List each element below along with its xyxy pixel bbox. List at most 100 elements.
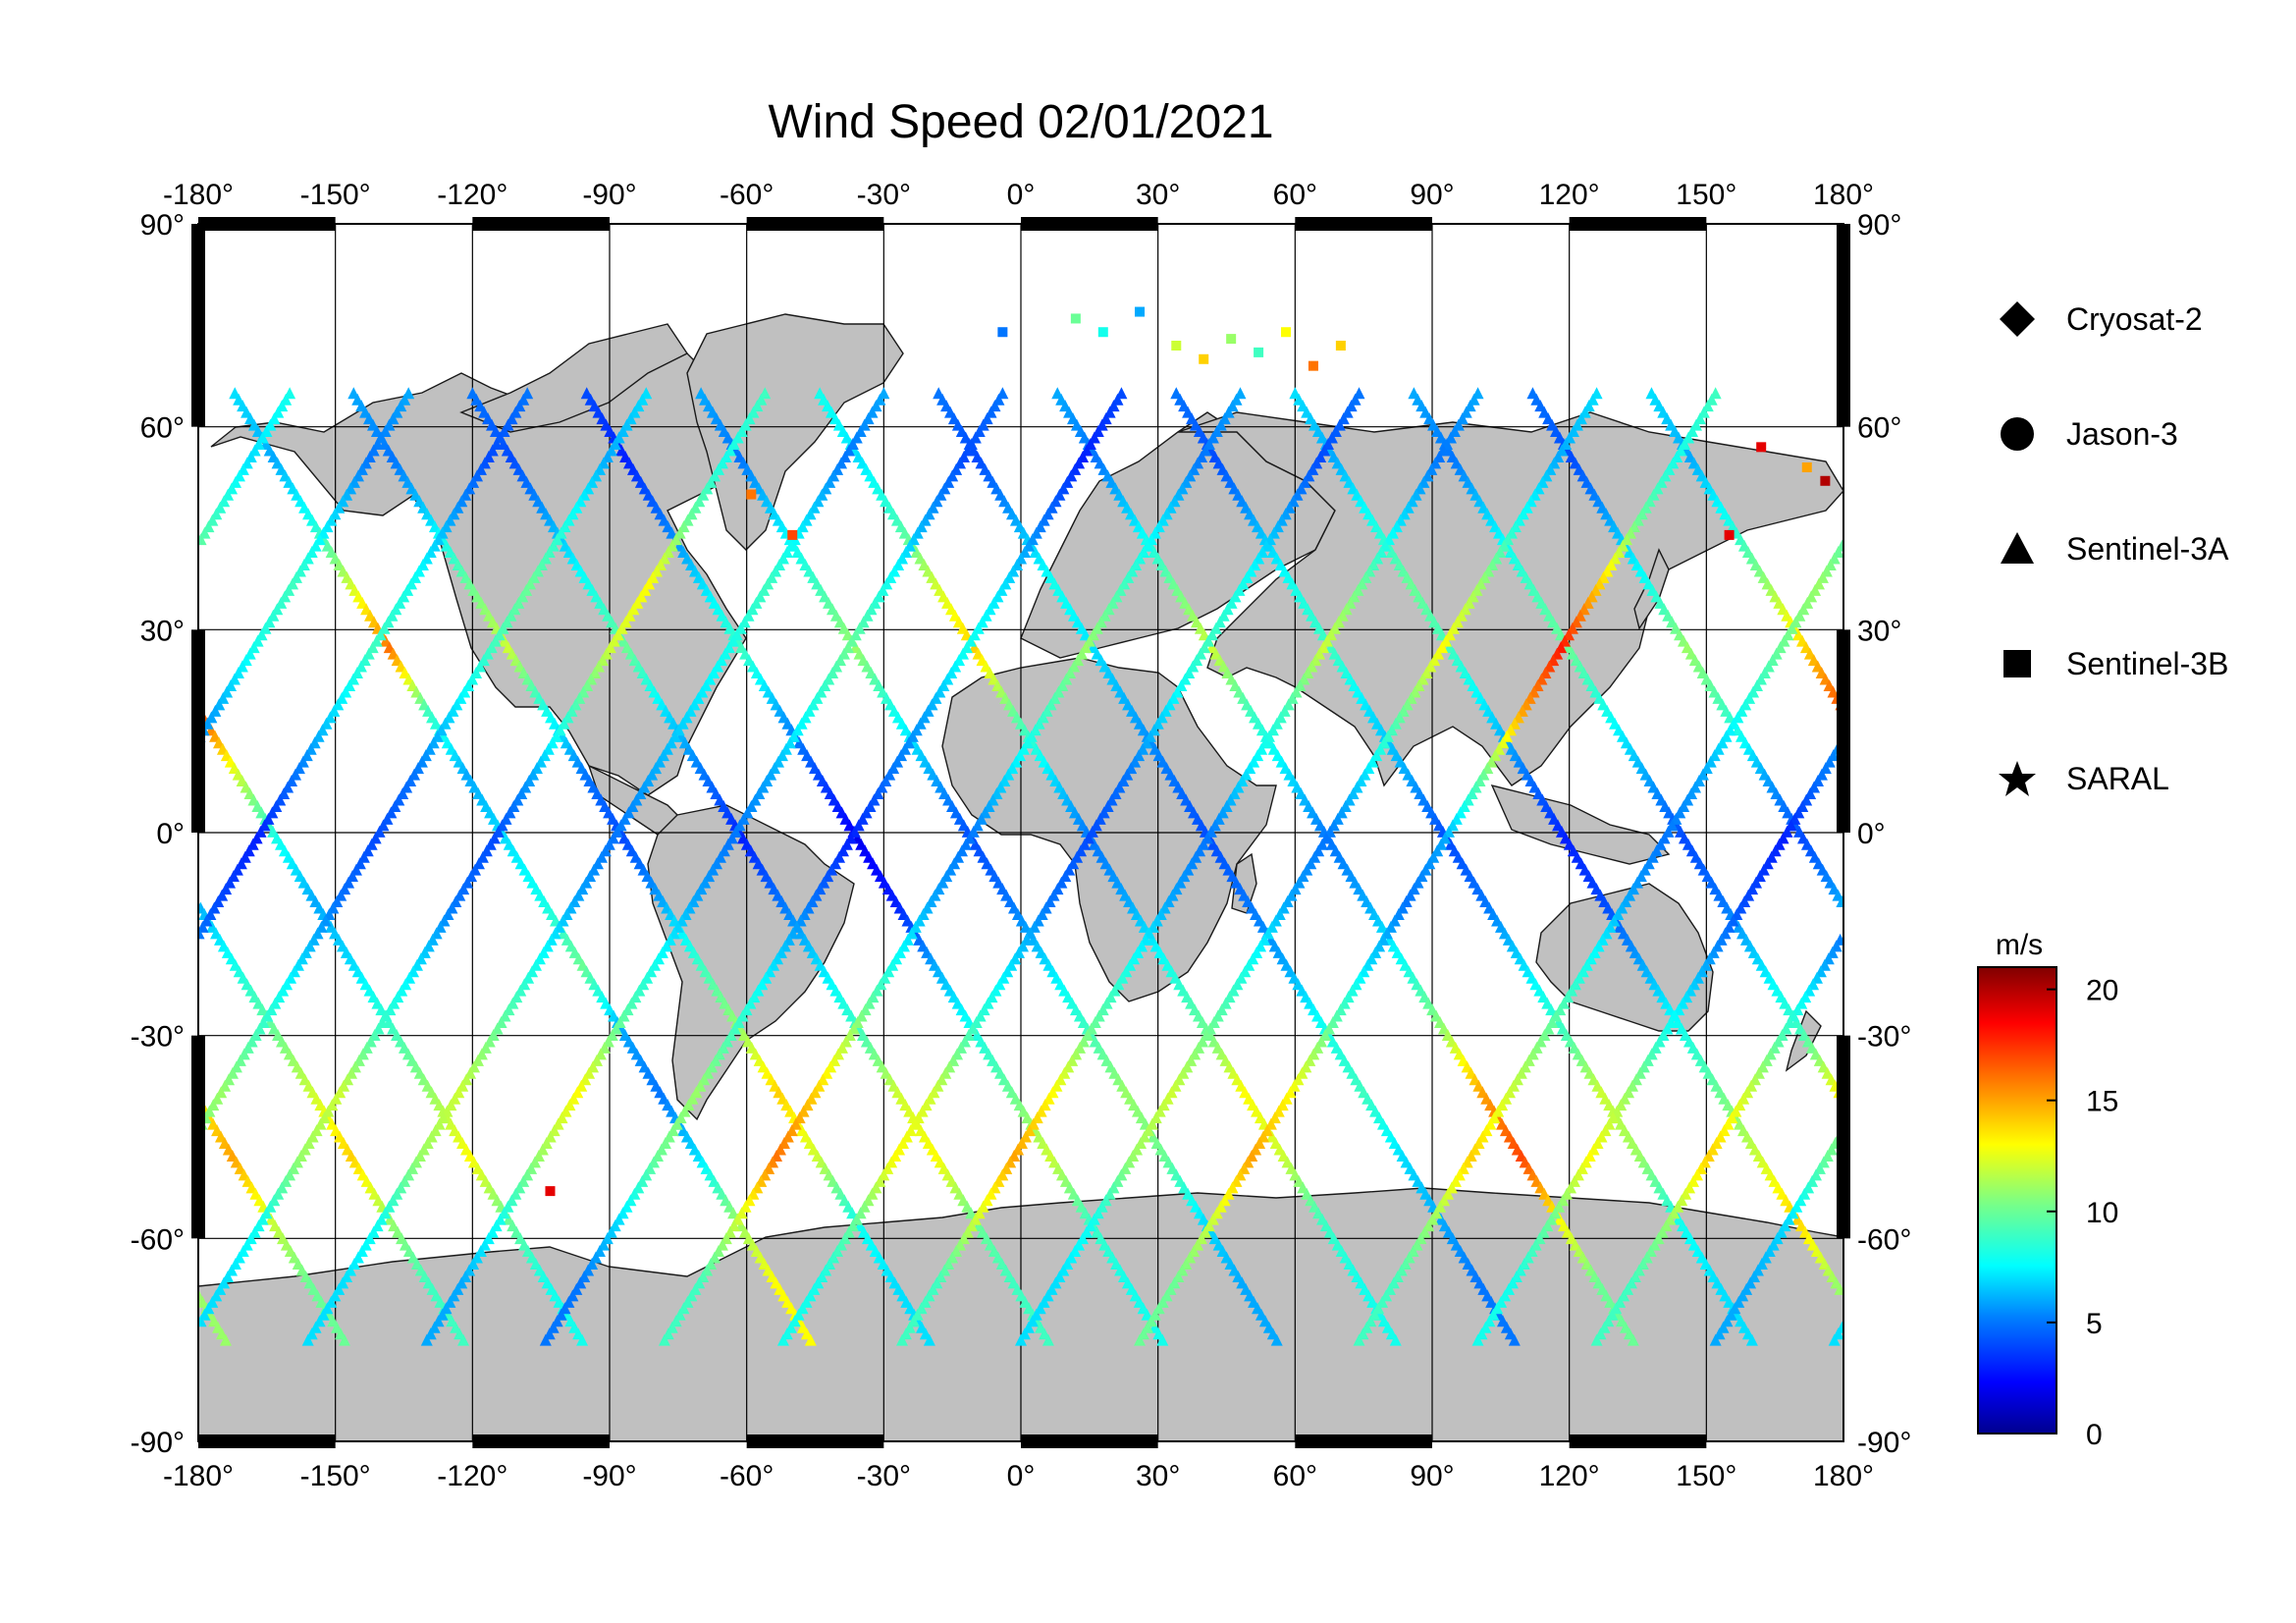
longitude-label: -90° xyxy=(582,1460,636,1492)
sentinel-3a-point xyxy=(923,1333,935,1346)
sentinel-3b-point xyxy=(1801,462,1812,472)
map-frame-bars xyxy=(191,217,1850,1448)
latitude-label: 30° xyxy=(140,615,185,647)
sentinel-3b-point xyxy=(1070,313,1081,324)
frame-bar-top xyxy=(1021,217,1158,231)
colorbar: m/s 20 15 10 5 0 xyxy=(1977,929,2118,1451)
sentinel-3b-point xyxy=(1724,529,1735,540)
sentinel-3a-point xyxy=(1590,1333,1603,1346)
sentinel-3a-point xyxy=(198,920,209,933)
legend-label: Sentinel-3A xyxy=(2066,531,2229,567)
legend-item-sentinel-3b: Sentinel-3B xyxy=(1998,644,2272,703)
longitude-label: 30° xyxy=(1136,179,1180,211)
latitude-label: 0° xyxy=(1857,818,1886,850)
sentinel-3b-point xyxy=(1199,353,1209,364)
sentinel-3a-point xyxy=(338,1333,350,1346)
longitude-label: 90° xyxy=(1410,1460,1454,1492)
colorbar-tick-label: 0 xyxy=(2086,1419,2103,1451)
colorbar-tick-label: 20 xyxy=(2086,975,2118,1007)
legend-label: Sentinel-3B xyxy=(2066,646,2229,681)
sentinel-3a-point xyxy=(1709,1333,1722,1346)
latitude-label: -60° xyxy=(1857,1223,1911,1256)
longitude-label: -60° xyxy=(720,1460,774,1492)
southeast-asia-islands xyxy=(1490,784,1671,865)
longitude-label: 90° xyxy=(1410,179,1454,211)
longitude-label: -30° xyxy=(857,179,911,211)
sentinel-3a-point xyxy=(198,533,207,546)
frame-bar-right xyxy=(1837,629,1850,833)
legend-item-jason-3: Jason-3 xyxy=(1998,414,2272,473)
star-icon xyxy=(1999,761,2036,796)
sentinel-3a-point xyxy=(1471,1333,1484,1346)
sentinel-3a-point xyxy=(1353,1333,1365,1346)
madagascar-landmass xyxy=(1231,852,1257,914)
legend-label: SARAL xyxy=(2066,761,2169,796)
latitude-label: 60° xyxy=(1857,412,1901,445)
sentinel-3a-point xyxy=(1627,1333,1639,1346)
sentinel-3a-point xyxy=(895,1333,908,1346)
longitude-label: 150° xyxy=(1676,1460,1736,1492)
longitude-labels-bottom: -180° -150° -120° -90° -60° -30° 0° 30° 60° 90° 12… xyxy=(163,1460,1874,1492)
sentinel-3b-point xyxy=(1308,360,1318,371)
sentinel-3a-point xyxy=(804,1333,817,1346)
frame-bar-bottom xyxy=(1295,1434,1432,1448)
sentinel-3a-point xyxy=(776,1333,789,1346)
frame-bar-top xyxy=(1569,217,1707,231)
longitude-label: 120° xyxy=(1539,179,1600,211)
frame-bar-bottom xyxy=(1569,1434,1707,1448)
longitude-label: -180° xyxy=(163,179,234,211)
longitude-label: 180° xyxy=(1813,179,1874,211)
longitude-label: -60° xyxy=(720,179,774,211)
longitude-label: -30° xyxy=(857,1460,911,1492)
frame-bar-bottom xyxy=(1021,1434,1158,1448)
frame-bar-left xyxy=(191,629,205,833)
legend-item-sentinel-3a: Sentinel-3A xyxy=(1998,529,2272,588)
frame-bar-bottom xyxy=(198,1434,336,1448)
diamond-icon xyxy=(2000,301,2035,337)
longitude-label: 180° xyxy=(1813,1460,1874,1492)
colorbar-tick-label: 5 xyxy=(2086,1308,2103,1340)
longitude-label: 60° xyxy=(1273,1460,1317,1492)
sentinel-3a-point xyxy=(301,1333,314,1346)
sentinel-3b-point xyxy=(1254,347,1264,357)
latitude-label: 0° xyxy=(156,818,185,850)
australia-landmass xyxy=(1535,883,1714,1032)
sentinel-3a-point xyxy=(658,1333,670,1346)
frame-bar-bottom xyxy=(472,1434,610,1448)
frame-bar-left xyxy=(191,1035,205,1239)
sentinel-3a-point xyxy=(1836,895,1843,908)
colorbar-ticks: 20 15 10 5 0 xyxy=(2047,975,2118,1451)
frame-bar-bottom xyxy=(746,1434,884,1448)
longitude-label: -180° xyxy=(163,1460,234,1492)
latitude-label: -90° xyxy=(131,1427,185,1459)
sentinel-3b-point xyxy=(1281,327,1292,338)
sentinel-3b-point xyxy=(1097,327,1108,338)
sentinel-3a-point xyxy=(1270,1333,1283,1346)
longitude-labels-top: -180° -150° -120° -90° -60° -30° 0° 30° 60° 90° 12… xyxy=(163,179,1874,211)
sentinel-3b-point xyxy=(1135,306,1146,317)
longitude-label: -120° xyxy=(437,1460,507,1492)
longitude-label: 120° xyxy=(1539,1460,1600,1492)
legend-item-cryosat-2: Cryosat-2 xyxy=(1998,299,2272,358)
frame-bar-top xyxy=(1295,217,1432,231)
latitude-label: 60° xyxy=(140,412,185,445)
latitude-label: -30° xyxy=(131,1021,185,1054)
sentinel-3a-point xyxy=(420,1333,433,1346)
sentinel-3a-point xyxy=(457,1333,470,1346)
south-america-landmass xyxy=(647,804,855,1121)
sentinel-3a-point xyxy=(219,1333,232,1346)
sentinel-3a-point xyxy=(539,1333,552,1346)
frame-bar-top xyxy=(746,217,884,231)
new-zealand-landmass xyxy=(1785,1009,1822,1072)
longitude-label: -120° xyxy=(437,179,507,211)
colorbar-unit: m/s xyxy=(1996,929,2043,961)
frame-bar-top xyxy=(472,217,610,231)
sentinel-3a-point xyxy=(1015,1333,1027,1346)
longitude-label: 0° xyxy=(1007,1460,1036,1492)
sentinel-3b-point xyxy=(1820,475,1831,486)
frame-bar-top xyxy=(198,217,336,231)
sentinel-3a-point xyxy=(1041,1333,1054,1346)
latitude-labels-left: 90° 60° 30° 0° -30° -60° -90° xyxy=(131,209,185,1459)
sentinel-3b-point xyxy=(787,529,798,540)
